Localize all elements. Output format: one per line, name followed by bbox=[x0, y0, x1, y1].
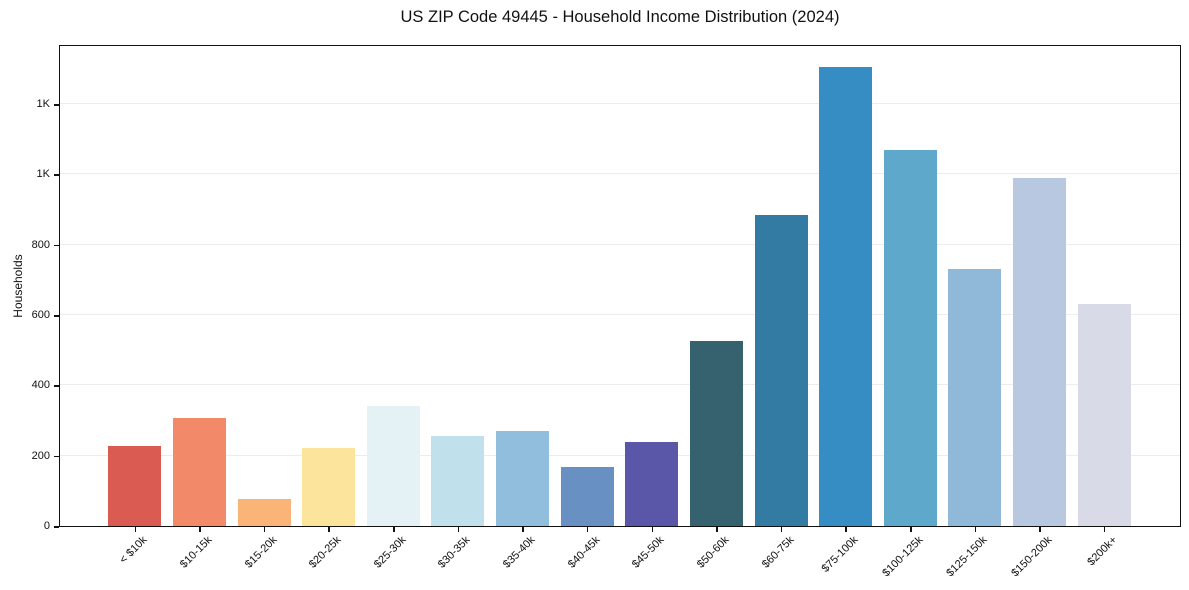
bar-125-150k bbox=[948, 269, 1002, 526]
x-tick-mark-8 bbox=[651, 527, 654, 532]
y-tick-label-400: 400 bbox=[31, 379, 50, 392]
x-tick-label-8: $45-50k bbox=[630, 534, 667, 571]
bar-10-15k bbox=[172, 417, 226, 526]
x-tick-mark-12 bbox=[910, 527, 912, 532]
bar-40-45k bbox=[560, 466, 614, 526]
y-tick-mark-800 bbox=[54, 244, 59, 247]
bar-75-100k bbox=[819, 66, 873, 526]
x-tick-mark-2 bbox=[263, 527, 266, 532]
x-tick-label-5: $30-35k bbox=[436, 534, 473, 571]
gridline-1000 bbox=[60, 173, 1180, 175]
y-tick-label-600: 600 bbox=[31, 309, 50, 322]
y-tick-mark-0 bbox=[54, 526, 59, 528]
gridline-800 bbox=[60, 243, 1180, 245]
y-tick-label-800: 800 bbox=[31, 238, 50, 251]
x-tick-mark-0 bbox=[134, 527, 137, 532]
x-tick-mark-3 bbox=[328, 527, 330, 532]
x-tick-label-2: $15-20k bbox=[242, 534, 280, 571]
x-tick-mark-11 bbox=[845, 527, 847, 532]
x-tick-mark-10 bbox=[780, 527, 783, 532]
x-tick-label-9: $50-60k bbox=[694, 534, 732, 571]
y-tick-mark-400 bbox=[54, 385, 59, 387]
x-tick-mark-4 bbox=[393, 527, 395, 532]
x-tick-label-3: $20-25k bbox=[307, 534, 344, 571]
x-tick-label-10: $60-75k bbox=[759, 534, 797, 571]
x-tick-label-6: $35-40k bbox=[500, 534, 538, 571]
bar-100-125k bbox=[883, 149, 937, 526]
y-tick-label-200: 200 bbox=[31, 449, 50, 462]
bar-35-40k bbox=[496, 431, 550, 526]
gridline-1200 bbox=[60, 103, 1180, 105]
y-tick-label-0: 0 bbox=[43, 520, 50, 532]
bar-60-75k bbox=[754, 214, 808, 526]
x-tick-mark-6 bbox=[522, 527, 524, 532]
x-tick-mark-13 bbox=[974, 527, 977, 532]
bar-45-50k bbox=[625, 441, 679, 526]
y-tick-mark-200 bbox=[54, 455, 59, 458]
bar-150-200k bbox=[1013, 177, 1067, 526]
bar-10k bbox=[108, 445, 162, 526]
x-tick-label-7: $40-45k bbox=[565, 534, 603, 571]
y-tick-mark-1200 bbox=[54, 104, 59, 106]
bar-25-30k bbox=[366, 406, 420, 526]
x-tick-mark-5 bbox=[457, 527, 460, 532]
bar-30-35k bbox=[431, 436, 485, 526]
bar-20-25k bbox=[302, 447, 356, 526]
y-tick-label-1000: 1K bbox=[36, 168, 50, 181]
x-tick-label-0: < $10k bbox=[117, 534, 150, 567]
x-tick-label-4: $25-30k bbox=[371, 534, 409, 571]
x-tick-mark-7 bbox=[586, 527, 589, 532]
chart-title: US ZIP Code 49445 - Household Income Dis… bbox=[400, 8, 840, 26]
bar-50-60k bbox=[689, 341, 743, 526]
x-tick-label-11: $75-100k bbox=[819, 534, 861, 575]
plot-area bbox=[59, 45, 1181, 527]
x-tick-label-13: $125-150k bbox=[944, 534, 990, 580]
x-tick-label-15: $200k+ bbox=[1084, 534, 1120, 569]
y-tick-label-1200: 1K bbox=[36, 98, 50, 111]
x-tick-mark-15 bbox=[1103, 527, 1106, 532]
y-tick-mark-600 bbox=[54, 315, 59, 317]
gridline-200 bbox=[60, 454, 1180, 456]
bar-15-20k bbox=[237, 498, 291, 526]
bar-200k bbox=[1077, 303, 1131, 526]
x-tick-mark-14 bbox=[1039, 527, 1041, 532]
x-tick-mark-1 bbox=[199, 527, 201, 532]
x-tick-label-14: $150-200k bbox=[1009, 534, 1055, 580]
x-tick-label-12: $100-125k bbox=[880, 534, 926, 580]
gridline-600 bbox=[60, 314, 1180, 316]
x-tick-mark-9 bbox=[716, 527, 718, 532]
x-tick-label-1: $10-15k bbox=[177, 534, 215, 571]
y-tick-mark-1000 bbox=[54, 174, 59, 176]
gridline-400 bbox=[60, 384, 1180, 386]
